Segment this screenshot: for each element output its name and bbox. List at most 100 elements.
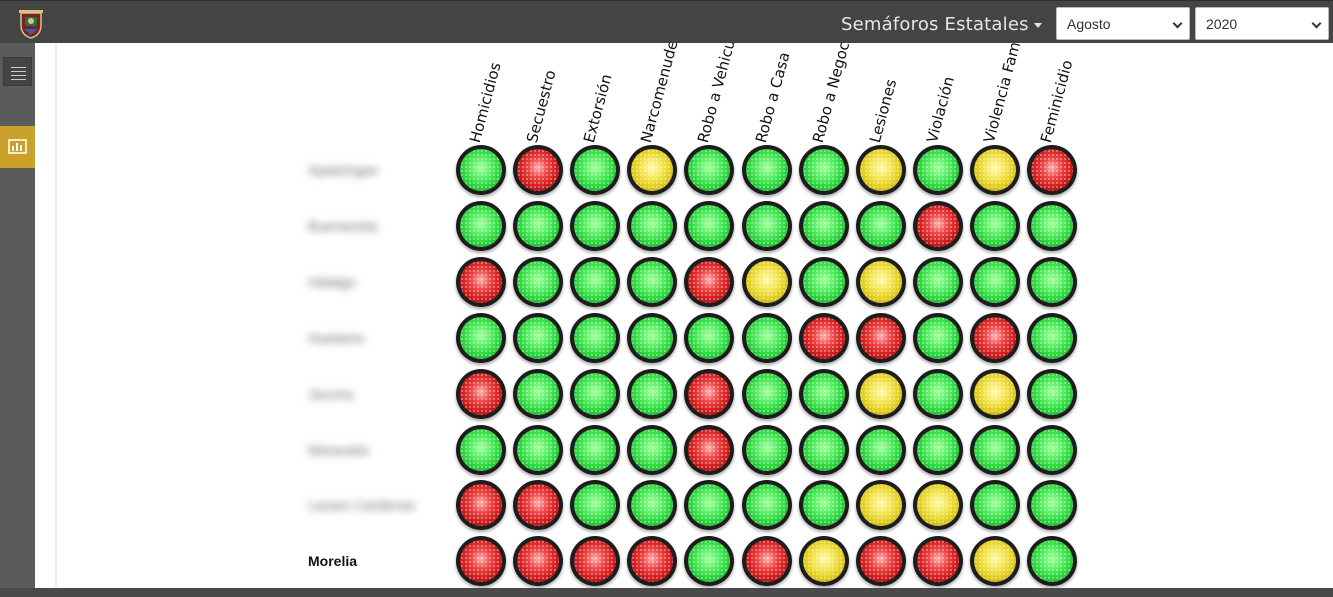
traffic-light-green[interactable] xyxy=(912,145,963,195)
traffic-light-green[interactable] xyxy=(684,480,735,531)
traffic-light-red[interactable] xyxy=(912,536,963,587)
traffic-light-green[interactable] xyxy=(570,200,621,251)
traffic-light-green[interactable] xyxy=(912,424,963,475)
traffic-light-green[interactable] xyxy=(684,145,735,195)
traffic-light-red[interactable] xyxy=(1027,145,1077,195)
sidebar xyxy=(0,43,35,588)
traffic-light-red[interactable] xyxy=(741,536,792,587)
traffic-light-green[interactable] xyxy=(1027,312,1077,363)
traffic-light-red[interactable] xyxy=(798,312,849,363)
traffic-light-red[interactable] xyxy=(684,256,735,307)
traffic-light-green[interactable] xyxy=(1027,536,1077,587)
traffic-light-red[interactable] xyxy=(513,480,564,531)
traffic-light-green[interactable] xyxy=(969,200,1020,251)
traffic-light-red[interactable] xyxy=(627,536,678,587)
traffic-light-green[interactable] xyxy=(912,312,963,363)
traffic-light-green[interactable] xyxy=(570,424,621,475)
traffic-light-green[interactable] xyxy=(513,200,564,251)
traffic-light-green[interactable] xyxy=(741,200,792,251)
traffic-light-green[interactable] xyxy=(627,480,678,531)
traffic-light-green[interactable] xyxy=(456,424,506,475)
traffic-light-green[interactable] xyxy=(627,312,678,363)
month-select-value: Agosto xyxy=(1067,16,1111,32)
traffic-light-yellow[interactable] xyxy=(798,536,849,587)
traffic-light-green[interactable] xyxy=(1027,256,1077,307)
traffic-light-green[interactable] xyxy=(798,368,849,419)
coat-of-arms-icon[interactable] xyxy=(18,9,44,39)
traffic-light-green[interactable] xyxy=(684,536,735,587)
traffic-light-green[interactable] xyxy=(855,200,906,251)
hamburger-icon xyxy=(11,67,26,68)
sidebar-item-chart[interactable] xyxy=(0,126,35,168)
traffic-light-yellow[interactable] xyxy=(969,145,1020,195)
traffic-light-green[interactable] xyxy=(456,200,506,251)
traffic-light-green[interactable] xyxy=(627,424,678,475)
column-header-clip: Feminicidio xyxy=(1029,43,1089,143)
traffic-light-yellow[interactable] xyxy=(969,368,1020,419)
traffic-light-green[interactable] xyxy=(969,480,1020,531)
traffic-light-red[interactable] xyxy=(456,536,506,587)
traffic-light-yellow[interactable] xyxy=(741,256,792,307)
traffic-light-red[interactable] xyxy=(570,536,621,587)
menu-toggle-button[interactable] xyxy=(3,57,32,86)
traffic-light-green[interactable] xyxy=(741,312,792,363)
year-select[interactable]: 2020 xyxy=(1195,7,1329,40)
traffic-light-red[interactable] xyxy=(513,536,564,587)
traffic-light-green[interactable] xyxy=(570,312,621,363)
traffic-light-green[interactable] xyxy=(570,256,621,307)
traffic-light-green[interactable] xyxy=(684,200,735,251)
traffic-light-green[interactable] xyxy=(1027,480,1077,531)
traffic-light-green[interactable] xyxy=(456,312,506,363)
traffic-light-green[interactable] xyxy=(798,424,849,475)
traffic-light-red[interactable] xyxy=(855,312,906,363)
traffic-light-green[interactable] xyxy=(1027,424,1077,475)
traffic-light-green[interactable] xyxy=(741,145,792,195)
traffic-light-red[interactable] xyxy=(684,424,735,475)
traffic-light-green[interactable] xyxy=(1027,368,1077,419)
traffic-light-red[interactable] xyxy=(855,536,906,587)
traffic-light-red[interactable] xyxy=(456,480,506,531)
traffic-light-green[interactable] xyxy=(456,145,506,195)
traffic-light-green[interactable] xyxy=(798,256,849,307)
traffic-light-green[interactable] xyxy=(570,480,621,531)
traffic-light-red[interactable] xyxy=(456,256,506,307)
traffic-light-green[interactable] xyxy=(855,424,906,475)
month-select[interactable]: Agosto xyxy=(1056,7,1190,40)
traffic-light-green[interactable] xyxy=(570,368,621,419)
traffic-light-green[interactable] xyxy=(627,200,678,251)
traffic-light-red[interactable] xyxy=(912,200,963,251)
traffic-light-green[interactable] xyxy=(1027,200,1077,251)
traffic-light-red[interactable] xyxy=(456,368,506,419)
traffic-light-red[interactable] xyxy=(684,368,735,419)
traffic-light-yellow[interactable] xyxy=(855,368,906,419)
traffic-light-yellow[interactable] xyxy=(627,145,678,195)
traffic-light-yellow[interactable] xyxy=(855,480,906,531)
traffic-light-green[interactable] xyxy=(969,424,1020,475)
traffic-light-green[interactable] xyxy=(798,145,849,195)
traffic-light-yellow[interactable] xyxy=(855,145,906,195)
traffic-light-green[interactable] xyxy=(741,368,792,419)
traffic-light-green[interactable] xyxy=(513,368,564,419)
traffic-light-green[interactable] xyxy=(741,424,792,475)
traffic-light-green[interactable] xyxy=(741,480,792,531)
state-traffic-lights-dropdown[interactable]: Semáforos Estatales xyxy=(841,14,1042,35)
row-label: Lazaro Cardenas xyxy=(308,497,416,514)
traffic-light-green[interactable] xyxy=(627,256,678,307)
traffic-light-yellow[interactable] xyxy=(912,480,963,531)
traffic-light-green[interactable] xyxy=(513,312,564,363)
traffic-light-green[interactable] xyxy=(912,368,963,419)
traffic-light-green[interactable] xyxy=(513,256,564,307)
traffic-light-green[interactable] xyxy=(513,424,564,475)
traffic-light-red[interactable] xyxy=(513,145,564,195)
traffic-light-green[interactable] xyxy=(969,256,1020,307)
traffic-light-green[interactable] xyxy=(798,480,849,531)
traffic-light-green[interactable] xyxy=(627,368,678,419)
content-divider xyxy=(55,43,57,588)
traffic-light-yellow[interactable] xyxy=(969,536,1020,587)
traffic-light-green[interactable] xyxy=(570,145,621,195)
traffic-light-red[interactable] xyxy=(969,312,1020,363)
traffic-light-green[interactable] xyxy=(912,256,963,307)
traffic-light-green[interactable] xyxy=(798,200,849,251)
traffic-light-green[interactable] xyxy=(684,312,735,363)
traffic-light-yellow[interactable] xyxy=(855,256,906,307)
